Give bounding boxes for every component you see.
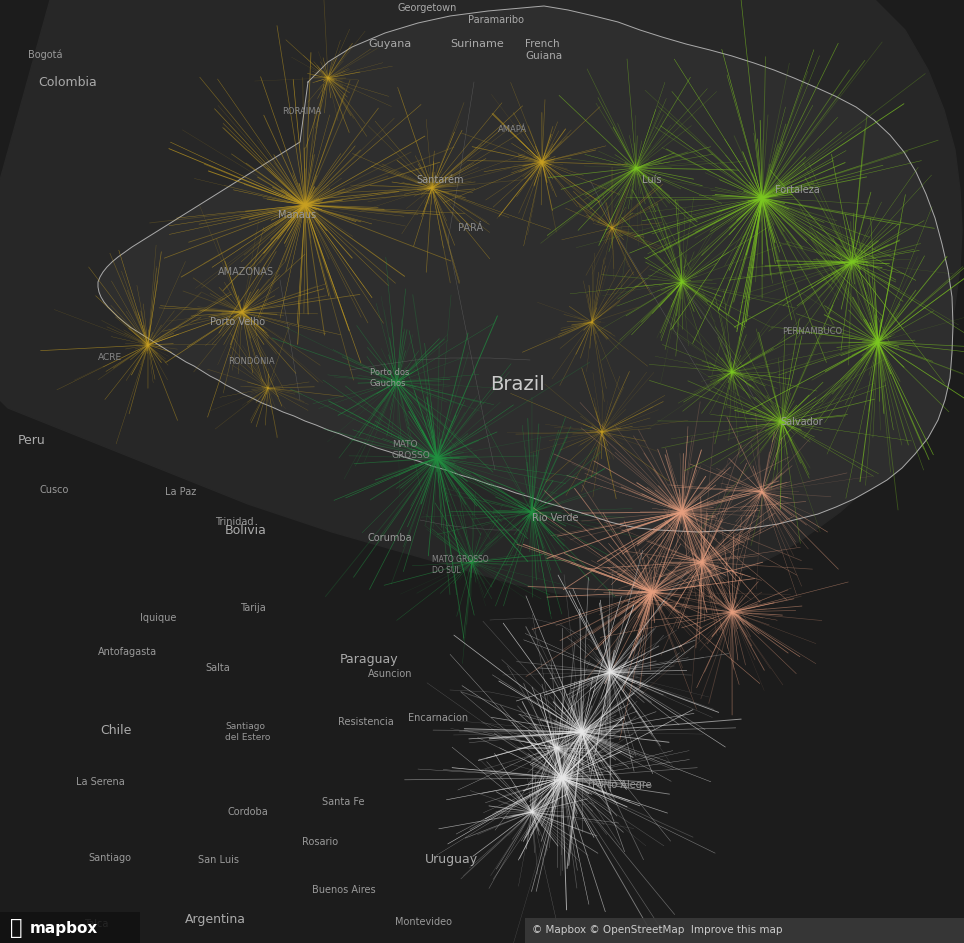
Text: Chile: Chile [100,723,131,736]
Text: Paraguay: Paraguay [340,653,399,667]
Text: Santiago
del Estero: Santiago del Estero [225,722,270,742]
Text: Resistencia: Resistencia [338,717,393,727]
Text: Argentina: Argentina [185,914,246,927]
Text: Rosario: Rosario [302,837,338,847]
Text: Santiago: Santiago [88,853,131,863]
Text: Porto dos
Gauchos: Porto dos Gauchos [370,369,410,388]
Text: Uruguay: Uruguay [425,853,478,867]
Text: Brazil: Brazil [490,375,545,394]
Text: Cordoba: Cordoba [228,807,269,817]
Text: RORAIMA: RORAIMA [282,108,321,117]
Text: AMAPÁ: AMAPÁ [498,125,527,135]
Text: Antofagasta: Antofagasta [98,647,157,657]
Text: © Mapbox © OpenStreetMap  Improve this map: © Mapbox © OpenStreetMap Improve this ma… [532,925,783,935]
Text: Georgetown: Georgetown [398,3,457,13]
Polygon shape [98,6,953,532]
Text: Cusco: Cusco [40,485,69,495]
Text: Porto Velho: Porto Velho [210,317,265,327]
Text: Corumba: Corumba [368,533,413,543]
Text: Colombia: Colombia [38,75,96,89]
Text: Guyana: Guyana [368,39,412,49]
Text: Trinidad: Trinidad [215,517,254,527]
Text: Asuncion: Asuncion [368,669,413,679]
Text: Peru: Peru [18,434,45,446]
Text: Montevideo: Montevideo [395,917,452,927]
Text: Suriname: Suriname [450,39,504,49]
Polygon shape [0,0,962,597]
Text: Luís: Luís [642,175,661,185]
Text: PERNAMBUCO: PERNAMBUCO [782,327,843,337]
Text: AMAZONAS: AMAZONAS [218,267,274,277]
Text: Tarija: Tarija [240,603,266,613]
Text: Paramaribo: Paramaribo [468,15,524,25]
Text: Encarnacion: Encarnacion [408,713,469,723]
Text: Salta: Salta [205,663,229,673]
Text: Bogotá: Bogotá [28,50,63,60]
Text: Santa Fe: Santa Fe [322,797,364,807]
Text: RONDÔNIA: RONDÔNIA [228,357,275,367]
Text: ACRE: ACRE [98,354,122,362]
Bar [525,918,964,943]
Text: Bolivia: Bolivia [225,523,267,537]
Text: PARÁ: PARÁ [458,223,483,233]
Text: Buenos Aires: Buenos Aires [312,885,376,895]
Text: ⦾: ⦾ [10,918,22,938]
Text: San Luis: San Luis [198,855,239,865]
Text: MATO
GROSSO: MATO GROSSO [392,440,431,459]
Text: Fortaleza: Fortaleza [775,185,819,195]
Text: Talca: Talca [84,919,108,929]
Text: Porto Alegre: Porto Alegre [592,780,652,790]
Text: mapbox: mapbox [30,920,98,935]
Text: Salvador: Salvador [780,417,822,427]
Text: La Paz: La Paz [165,487,197,497]
Text: MATO GROSSO
DO SUL: MATO GROSSO DO SUL [432,555,489,574]
Text: Rio Verde: Rio Verde [532,513,578,523]
Text: French
Guiana: French Guiana [525,40,562,60]
Text: Iquique: Iquique [140,613,176,623]
Bar [0,912,140,943]
Text: Manaus: Manaus [278,210,316,220]
Text: Santarém: Santarém [416,175,464,185]
Text: La Serena: La Serena [76,777,124,787]
